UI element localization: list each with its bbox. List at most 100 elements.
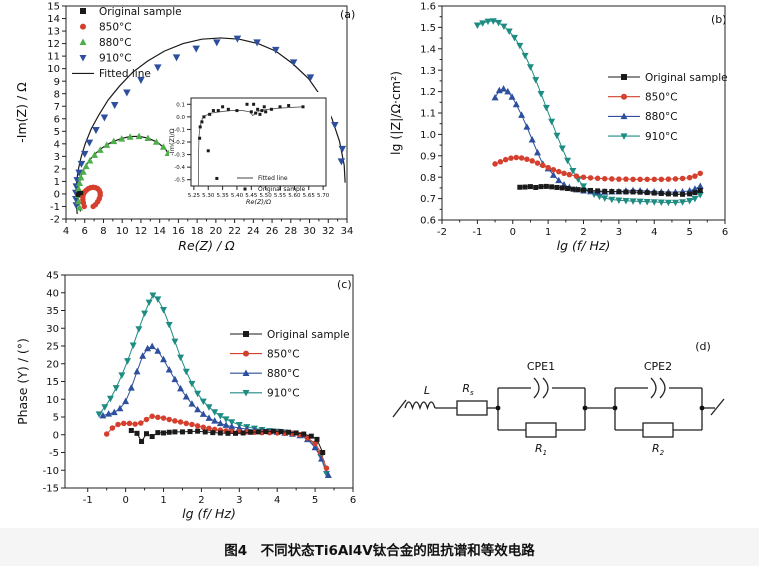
node-dot (582, 405, 588, 411)
legend-label: 880°C (645, 111, 678, 123)
legend-label: 850°C (645, 91, 678, 103)
y-tick-label: 11 (47, 52, 60, 63)
y-tick-label: 0.9 (420, 151, 436, 162)
nyquist-inset: 5.25 5.30 5.35 5.40 5.45 5.50 5.55 5.60 5.65 5.70… (168, 92, 331, 216)
legend-label: 910°C (645, 131, 678, 143)
y-tick-label: 0.0 (176, 115, 185, 121)
legend: Original sample 850°C 880°C 910°C (608, 72, 728, 143)
y-axis-label: lg (|Z|/Ω·cm²) (388, 71, 403, 155)
y-tick-label: -0.4 (174, 165, 185, 171)
legend-item: 850°C (608, 91, 678, 103)
x-tick-label: 34 (341, 226, 354, 237)
x-tick-label: 20 (209, 226, 222, 237)
x-tick-label: 0 (122, 495, 128, 506)
x-tick-label: 10 (116, 226, 129, 237)
y-tick-label: 0 (54, 190, 60, 201)
x-tick-label: 26 (266, 226, 279, 237)
x-tick-label: 16 (172, 226, 185, 237)
axis-ticks (187, 103, 324, 190)
y-tick-label: 5 (53, 413, 59, 424)
x-tick-label: 3 (236, 495, 242, 506)
axis-ticks (438, 5, 726, 224)
tick-labels: 5.25 5.30 5.35 5.40 5.45 5.50 5.55 5.60 5.65 5.70… (174, 102, 329, 199)
series-910C (95, 292, 330, 478)
axis-ticks (62, 5, 348, 223)
x-tick-label: -2 (437, 227, 447, 238)
y-tick-label: 14 (47, 14, 60, 25)
y-tick-label: 13 (47, 27, 60, 38)
y-tick-label: 0.1 (176, 102, 185, 108)
node-dot (495, 405, 501, 411)
x-axis-label: lg (f/ Hz) (182, 506, 236, 521)
y-tick-label: 9 (54, 77, 60, 88)
y-tick-label: 1.5 (420, 23, 436, 34)
x-tick-label: 6 (350, 495, 356, 506)
panel-d-equivalent-circuit: (d) L Rs CPE1 R1 CPE2 R2 (385, 290, 759, 505)
y-tick-label: 10 (47, 64, 60, 75)
y-tick-label: 35 (46, 306, 59, 317)
legend-item: 850°C (230, 348, 300, 360)
series-original (75, 190, 84, 197)
x-tick-label: 6 (82, 226, 88, 237)
y-tick-label: 1 (54, 177, 60, 188)
legend-label: Original sample (267, 329, 350, 341)
x-tick-label: 5.25 (188, 193, 201, 199)
series-fitted-910 (75, 37, 346, 215)
legend-item: 880°C (230, 368, 300, 380)
y-tick-label: 0.7 (420, 194, 436, 205)
node-dot (699, 405, 705, 411)
y-axis-label: Phase (Y) / (°) (15, 338, 30, 425)
legend-item: Original sample (608, 72, 728, 84)
y-tick-label: -2 (50, 215, 60, 226)
legend-item: Fitted line (237, 175, 288, 182)
node-dot (612, 405, 618, 411)
x-tick-label: 5.70 (317, 193, 330, 199)
series-fitted-original (198, 106, 304, 186)
y-tick-label: 15 (46, 377, 59, 388)
y-tick-label: 40 (46, 288, 59, 299)
panel-a-nyquist-chart: 4 6 8 10 12 14 16 18 20 22 24 26 28 30 32 34 -2 -1 0 1 2 3 4 5 6… (6, 0, 378, 260)
y-tick-label: 1.4 (420, 44, 436, 55)
x-tick-label: 28 (284, 226, 297, 237)
legend-item: 880°C (79, 37, 132, 49)
resistor-r2-label: R2 (652, 442, 665, 457)
y-tick-label: 1.1 (420, 109, 436, 120)
axis-ticks (61, 274, 354, 492)
panel-letter: (a) (340, 8, 355, 21)
series-original (128, 427, 326, 455)
y-tick-label: 2 (54, 164, 60, 175)
legend-item: 850°C (80, 21, 132, 33)
cpe1-label: CPE1 (527, 360, 555, 373)
panel-letter: (b) (711, 13, 727, 26)
legend-label: Original sample (258, 186, 306, 193)
y-tick-label: -10 (43, 466, 59, 477)
bode-magnitude-chart: -2 -1 0 1 2 3 4 5 6 0.6 0.7 0.8 0.9 1.0 1.1 1.2 1.3 1.4 1.… (388, 2, 728, 253)
x-tick-label: 22 (228, 226, 241, 237)
legend-item: Original sample (230, 329, 350, 341)
y-tick-label: 1.6 (420, 2, 436, 13)
y-tick-label: 45 (46, 271, 59, 282)
series-original (198, 102, 305, 180)
x-tick-label: 5.50 (260, 193, 273, 199)
x-axis-label: lg (f/ Hz) (557, 238, 611, 253)
x-tick-label: 1 (545, 227, 551, 238)
x-tick-label: 5 (312, 495, 318, 506)
y-tick-label: 20 (46, 359, 59, 370)
panel-c-phase-chart: -1 0 1 2 3 4 5 6 -15 -10 -5 0 5 10 15 20 25 30 35 40 45 lg (f… (6, 262, 378, 528)
legend-item: 880°C (608, 111, 678, 123)
y-tick-label: -1 (50, 202, 60, 213)
y-tick-label: 1.2 (420, 87, 436, 98)
legend-label: Fitted line (258, 175, 288, 182)
y-axis-label: -Im(Z) / Ω (14, 82, 29, 143)
resistor-r2-icon (642, 422, 674, 438)
legend-label: 850°C (99, 21, 132, 33)
legend-label: 850°C (267, 348, 300, 360)
y-tick-label: -0.3 (174, 153, 185, 159)
y-tick-label: -0.2 (174, 140, 185, 146)
y-tick-label: 0 (53, 430, 59, 441)
series-original (517, 183, 703, 197)
resistor-rs-icon (456, 400, 488, 416)
resistor-r1-icon (525, 422, 557, 438)
